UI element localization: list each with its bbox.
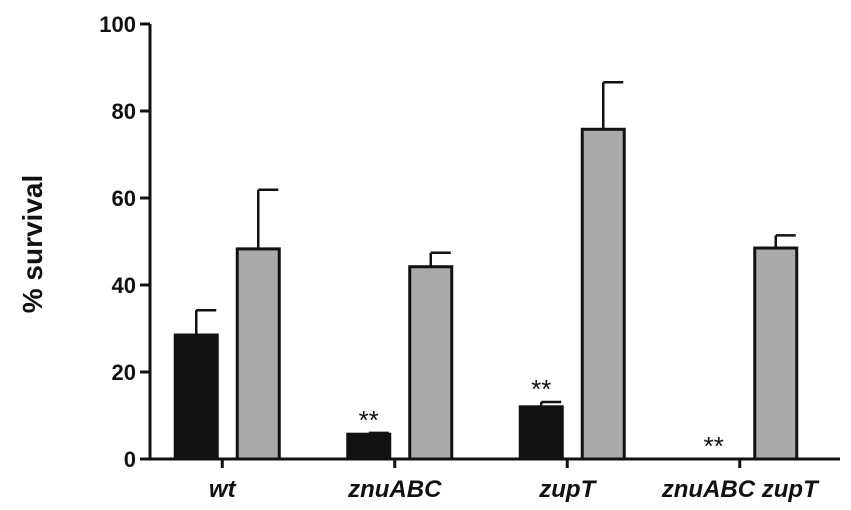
x-tick-label: znuABC: [347, 476, 442, 503]
x-axis: wt znuABC zupT znuABC zupT: [150, 457, 840, 503]
bar: [235, 247, 281, 461]
bars: ** ** **: [173, 81, 799, 461]
significance-marker: **: [531, 374, 551, 404]
y-axis-title: % survival: [17, 175, 48, 314]
bar: [753, 246, 799, 461]
bar: [346, 432, 392, 461]
y-tick-label: 20: [112, 360, 136, 385]
significance-marker: **: [359, 405, 379, 435]
y-tick-label: 100: [99, 12, 136, 37]
y-tick-label: 60: [112, 186, 136, 211]
bar: [518, 405, 564, 461]
y-tick-label: 80: [112, 99, 136, 124]
y-tick-label: 40: [112, 273, 136, 298]
y-tick-label: 0: [124, 447, 136, 472]
bar: [580, 127, 626, 461]
y-axis: 0 20 40 60 80 100: [99, 12, 152, 472]
bar: [408, 265, 454, 461]
x-tick-label: znuABC zupT: [661, 476, 820, 503]
x-tick-label: wt: [209, 476, 237, 503]
x-tick-label: zupT: [538, 476, 597, 503]
bar: [173, 333, 219, 461]
significance-marker: **: [704, 431, 724, 461]
